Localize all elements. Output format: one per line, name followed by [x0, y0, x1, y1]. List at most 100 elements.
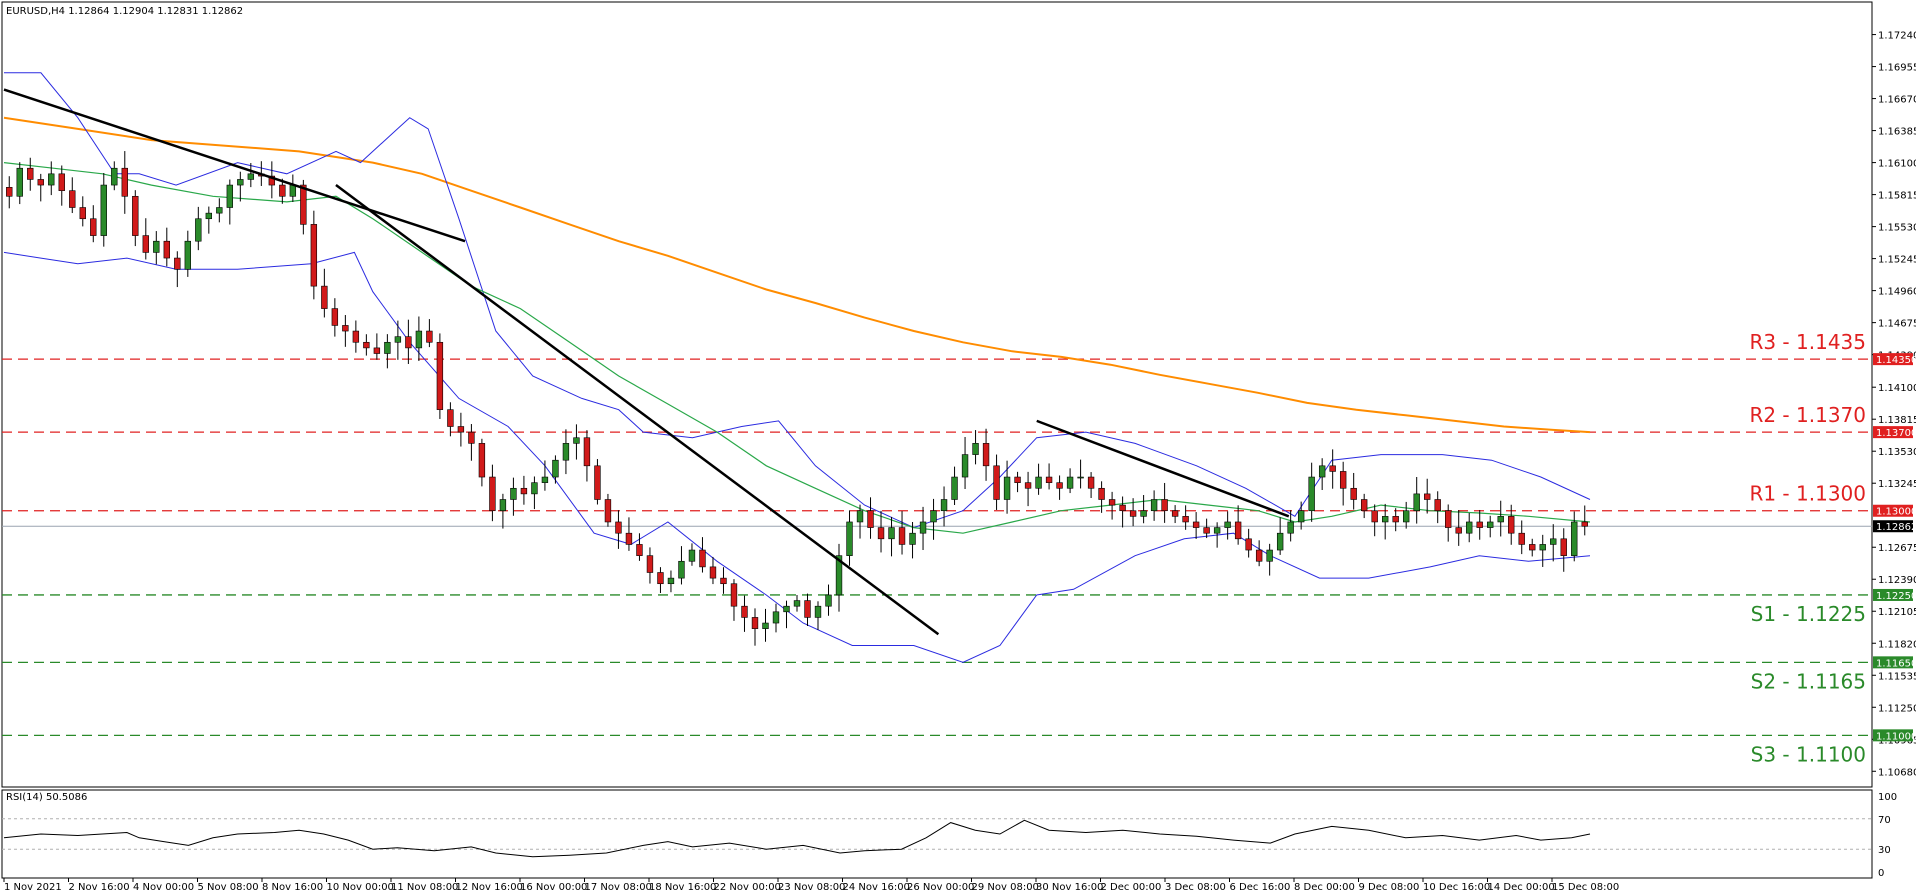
- level-tag-s2: [1873, 656, 1913, 669]
- time-tick-label: 30 Nov 16:00: [1036, 882, 1103, 893]
- level-label-s2: S2 - 1.1165: [1751, 669, 1866, 693]
- main-panel-frame: [1, 1, 1873, 788]
- candle-body: [982, 443, 990, 467]
- candle-body: [1140, 510, 1147, 517]
- candle-body: [1077, 476, 1084, 479]
- level-tag-text-s1: 1.12250: [1876, 591, 1916, 602]
- candle-body: [37, 179, 44, 186]
- candle-body: [331, 308, 339, 326]
- chart-title: EURUSD,H4 1.12864 1.12904 1.12831 1.1286…: [6, 6, 243, 17]
- candle-body: [121, 167, 128, 197]
- candle-body: [1424, 493, 1431, 500]
- candle-body: [909, 532, 916, 545]
- candle-body: [300, 184, 307, 225]
- time-tick-label: 1 Nov 2021: [4, 882, 62, 893]
- candle-body: [877, 527, 885, 540]
- candle-body: [1161, 499, 1168, 512]
- rsi-tick-label: 70: [1878, 815, 1891, 826]
- candle-body: [867, 510, 874, 528]
- candle-body: [478, 443, 486, 478]
- price-tick-label: 1.14960: [1878, 287, 1916, 298]
- candle-body: [1203, 527, 1210, 534]
- price-tick-label: 1.16100: [1878, 159, 1916, 170]
- candle-body: [783, 605, 790, 613]
- candle-body: [1129, 510, 1137, 517]
- candle-body: [436, 341, 444, 410]
- candle-body: [1381, 516, 1389, 523]
- candle-body: [1392, 516, 1399, 523]
- candle-body: [48, 173, 55, 186]
- candle-body: [1371, 510, 1378, 523]
- price-tick-label: 1.16670: [1878, 95, 1916, 106]
- level-tag-r1: [1873, 504, 1913, 517]
- candle-body: [1308, 476, 1315, 512]
- candle-body: [1560, 538, 1567, 556]
- candle-body: [111, 167, 118, 186]
- candle-body: [184, 240, 191, 270]
- candle-body: [100, 184, 107, 236]
- candle-body: [1487, 521, 1494, 528]
- time-tick-label: 18 Nov 16:00: [649, 882, 716, 893]
- level-label-r3: R3 - 1.1435: [1749, 330, 1866, 354]
- current-price-tag-text: 1.12862: [1876, 522, 1916, 533]
- candle-body: [426, 330, 433, 343]
- candle-body: [625, 532, 633, 545]
- candle-body: [636, 544, 643, 556]
- candle-body: [1466, 521, 1473, 534]
- candle-body: [835, 555, 843, 596]
- time-tick-label: 15 Dec 08:00: [1552, 882, 1619, 893]
- candle-body: [856, 510, 864, 523]
- candle-body: [1171, 510, 1179, 517]
- candle-body: [499, 499, 507, 512]
- price-tick-label: 1.13815: [1878, 415, 1916, 426]
- time-tick-label: 12 Nov 16:00: [456, 882, 523, 893]
- candle-body: [804, 600, 811, 618]
- candle-body: [888, 527, 895, 540]
- candle-body: [1476, 521, 1483, 528]
- candle-body: [342, 325, 349, 332]
- price-tick-label: 1.11535: [1878, 671, 1916, 682]
- candle-body: [583, 437, 591, 467]
- candle-body: [1234, 521, 1242, 540]
- price-tick-label: 1.15530: [1878, 223, 1916, 234]
- price-tick-label: 1.11820: [1878, 639, 1916, 650]
- candle-body: [1024, 482, 1032, 489]
- candle-body: [1339, 471, 1347, 489]
- price-tick-label: 1.14675: [1878, 319, 1916, 330]
- time-tick-label: 2 Dec 00:00: [1101, 882, 1162, 893]
- price-tick-label: 1.14100: [1878, 383, 1916, 394]
- candle-body: [1087, 476, 1095, 489]
- candle-body: [1581, 521, 1588, 527]
- candle-body: [615, 521, 622, 534]
- candle-body: [1455, 527, 1462, 534]
- candle-body: [384, 341, 391, 354]
- time-tick-label: 11 Nov 08:00: [391, 882, 458, 893]
- candle-body: [510, 487, 517, 500]
- candle-body: [1245, 538, 1252, 551]
- candle-body: [1403, 510, 1410, 523]
- candle-body: [688, 549, 696, 562]
- candle-body: [1434, 499, 1441, 512]
- time-tick-label: 4 Nov 00:00: [133, 882, 194, 893]
- candle-body: [1571, 521, 1578, 556]
- candle-body: [646, 555, 654, 573]
- time-tick-label: 8 Nov 16:00: [262, 882, 323, 893]
- candle-body: [1350, 487, 1357, 500]
- level-label-r1: R1 - 1.1300: [1749, 482, 1866, 506]
- level-tag-text-s3: 1.11000: [1876, 731, 1916, 742]
- time-tick-label: 24 Nov 16:00: [843, 882, 910, 893]
- bollinger-lower-line: [3, 251, 1591, 663]
- candle-body: [1329, 465, 1336, 472]
- time-tick-label: 3 Dec 08:00: [1165, 882, 1226, 893]
- time-tick-label: 8 Dec 00:00: [1294, 882, 1355, 893]
- candle-body: [930, 510, 937, 523]
- candle-body: [90, 218, 97, 236]
- time-tick-label: 2 Nov 16:00: [69, 882, 130, 893]
- candle-body: [216, 207, 223, 214]
- level-label-s1: S1 - 1.1225: [1751, 602, 1866, 626]
- price-tick-label: 1.13245: [1878, 479, 1916, 490]
- candle-body: [1276, 532, 1284, 551]
- time-tick-label: 22 Nov 00:00: [714, 882, 781, 893]
